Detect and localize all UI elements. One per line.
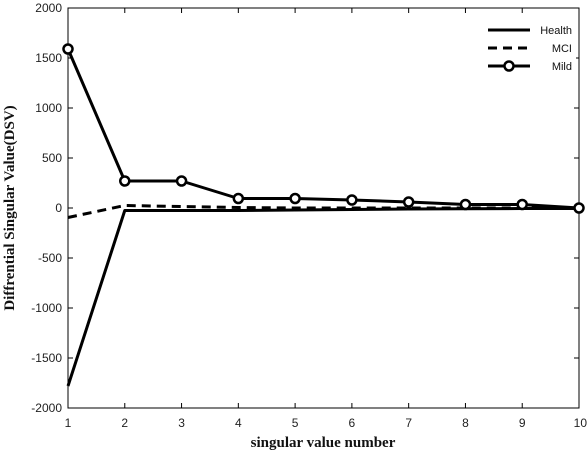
y-tick-label: 500 xyxy=(42,151,62,165)
y-tick-label: -1000 xyxy=(31,301,62,315)
y-tick-label: -500 xyxy=(38,251,62,265)
x-tick-label: 3 xyxy=(178,416,185,430)
data-point-mild xyxy=(459,198,472,211)
x-tick-label: 10 xyxy=(574,416,588,430)
data-point-mild xyxy=(119,175,131,187)
x-axis-ticks: 1 2 3 4 5 6 7 8 9 10 xyxy=(65,8,588,430)
y-tick-label: -1500 xyxy=(31,351,62,365)
x-tick-label: 8 xyxy=(462,416,469,430)
y-tick-label: -2000 xyxy=(31,401,62,415)
x-tick-label: 6 xyxy=(349,416,356,430)
data-point-mild xyxy=(289,192,301,205)
x-tick-label: 9 xyxy=(519,416,526,430)
y-tick-label: 2000 xyxy=(35,1,62,15)
series-layer xyxy=(62,43,585,387)
legend-label-mild: Mild xyxy=(552,61,572,73)
data-point-mild xyxy=(232,192,245,205)
data-point-mild xyxy=(175,175,188,187)
x-tick-label: 1 xyxy=(65,416,72,430)
legend-marker-mild xyxy=(503,60,515,72)
x-tick-label: 4 xyxy=(235,416,242,430)
series-line-mci xyxy=(67,204,579,219)
data-point-mild xyxy=(573,202,585,214)
data-point-mild xyxy=(516,198,528,211)
legend: Health MCI Mild xyxy=(484,20,576,76)
legend-label-health: Health xyxy=(540,25,572,37)
y-tick-label: 1000 xyxy=(35,101,62,115)
data-point-mild xyxy=(346,194,358,206)
x-tick-label: 5 xyxy=(292,416,299,430)
series-line-mild xyxy=(66,48,580,210)
data-point-mild xyxy=(402,196,415,208)
y-axis-ticks: 2000 1500 1000 500 0 -500 -1000 -1500 -2000 xyxy=(31,1,579,415)
y-axis-title: Diffrential Singular Value(DSV) xyxy=(2,105,18,310)
x-tick-label: 2 xyxy=(121,416,128,430)
y-tick-label: 0 xyxy=(55,201,62,215)
x-axis-title: singular value number xyxy=(251,435,396,451)
data-point-mild xyxy=(62,43,74,55)
x-tick-label: 7 xyxy=(405,416,412,430)
legend-label-mci: MCI xyxy=(552,43,572,55)
y-tick-label: 1500 xyxy=(35,51,62,65)
